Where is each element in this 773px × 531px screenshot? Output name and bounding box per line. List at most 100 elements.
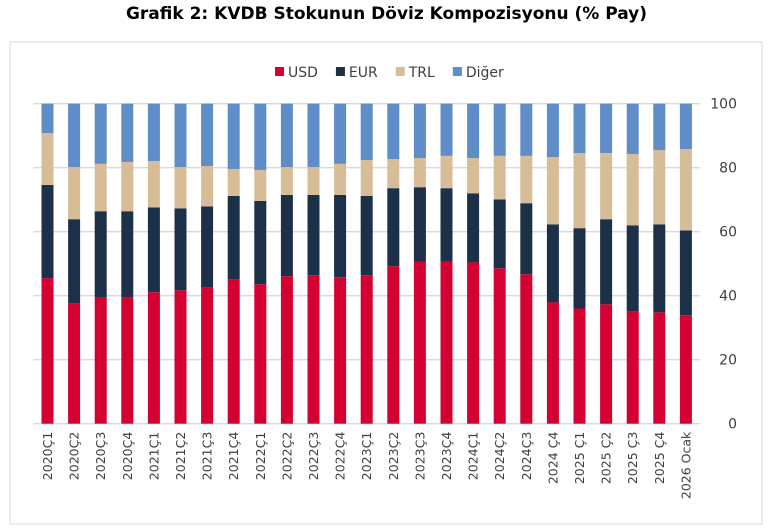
bar-segment-trl — [201, 166, 214, 207]
bar-segment-diğer — [307, 103, 320, 168]
bar-segment-eur — [600, 219, 613, 305]
bar-segment-diğer — [68, 103, 81, 168]
x-tick-label: 2020Ç4 — [120, 432, 135, 481]
legend-label: TRL — [408, 65, 435, 81]
bar-segment-eur — [227, 195, 240, 280]
bar-segment-trl — [493, 155, 506, 200]
bar-segment-usd — [227, 279, 240, 424]
x-tick-label: 2023Ç1 — [359, 432, 374, 481]
bar-segment-diğer — [679, 103, 692, 150]
legend-label: USD — [288, 65, 318, 81]
bar-segment-trl — [546, 157, 559, 225]
bar-segment-eur — [147, 207, 160, 293]
x-tick-label: 2022Ç3 — [306, 432, 321, 481]
bar-segment-usd — [94, 296, 107, 424]
y-tick-label: 20 — [719, 353, 737, 369]
bar-segment-diğer — [174, 103, 187, 168]
bar-segment-diğer — [334, 103, 347, 164]
bar-segment-usd — [307, 275, 320, 424]
bar-segment-diğer — [360, 103, 373, 161]
x-tick-label: 2026 Ocak — [678, 431, 693, 499]
bar-segment-trl — [41, 133, 54, 185]
bar-segment-usd — [174, 290, 187, 424]
bar-segment-trl — [679, 149, 692, 231]
bar-segment-trl — [307, 167, 320, 195]
bar-segment-eur — [626, 225, 639, 312]
x-tick-label: 2025 Ç4 — [652, 432, 667, 485]
bar-segment-trl — [467, 158, 480, 194]
y-tick-label: 100 — [710, 97, 737, 113]
y-tick-label: 80 — [719, 161, 737, 177]
legend-swatch-trl — [395, 67, 405, 76]
x-tick-label: 2024 Ç4 — [545, 432, 560, 485]
bar-segment-eur — [387, 188, 400, 267]
bar-segment-diğer — [440, 103, 453, 156]
x-tick-label: 2020Ç3 — [93, 432, 108, 481]
bar-segment-eur — [467, 193, 480, 263]
bar-segment-diğer — [626, 103, 639, 154]
bar-segment-diğer — [467, 103, 480, 159]
bar-segment-usd — [679, 315, 692, 424]
bar-segment-diğer — [546, 103, 559, 158]
bar-segment-usd — [626, 311, 639, 424]
bar-segment-trl — [94, 163, 107, 212]
bar-segment-eur — [254, 200, 267, 285]
bar-segment-usd — [68, 303, 81, 424]
bar-segment-usd — [121, 296, 134, 424]
bar-segment-trl — [413, 158, 426, 188]
bar-segment-usd — [520, 274, 533, 424]
x-tick-label: 2021Ç4 — [226, 432, 241, 481]
bar-segment-diğer — [201, 103, 214, 167]
legend-swatch-eur — [335, 67, 345, 76]
bar-segment-trl — [254, 169, 267, 201]
legend-label: Diğer — [466, 65, 504, 81]
bar-segment-diğer — [280, 103, 293, 168]
bar-segment-trl — [387, 159, 400, 189]
bar-segment-diğer — [41, 103, 54, 134]
bar-segment-eur — [121, 211, 134, 297]
bar-segment-usd — [546, 302, 559, 424]
bar-segment-diğer — [653, 103, 666, 151]
bar-segment-eur — [493, 199, 506, 269]
plot-border — [9, 41, 763, 525]
x-tick-label: 2021Ç2 — [173, 432, 188, 481]
bar-segment-usd — [360, 275, 373, 424]
bar-segment-usd — [280, 276, 293, 424]
bar-segment-trl — [121, 161, 134, 212]
legend-swatch-usd — [275, 67, 284, 76]
bar-segment-eur — [653, 224, 666, 313]
bar-segment-usd — [147, 292, 160, 424]
x-tick-label: 2023Ç4 — [439, 432, 454, 481]
x-tick-label: 2025 Ç1 — [572, 432, 587, 484]
x-tick-label: 2025 Ç2 — [599, 432, 614, 484]
bar-segment-eur — [280, 194, 293, 277]
bar-segment-usd — [440, 261, 453, 424]
x-tick-label: 2021Ç1 — [146, 432, 161, 481]
bar-segment-eur — [440, 188, 453, 262]
bar-segment-usd — [493, 268, 506, 424]
bar-segment-trl — [626, 153, 639, 226]
bar-segment-diğer — [573, 103, 586, 153]
y-tick-label: 40 — [719, 289, 737, 305]
bar-segment-trl — [227, 168, 240, 196]
x-tick-label: 2024Ç3 — [519, 432, 534, 481]
bar-segment-eur — [546, 224, 559, 303]
bar-segment-usd — [467, 262, 480, 424]
x-tick-label: 2023Ç3 — [412, 432, 427, 481]
bar-segment-eur — [94, 211, 107, 297]
x-tick-label: 2022Ç2 — [279, 432, 294, 481]
bar-segment-diğer — [254, 103, 267, 170]
y-tick-label: 60 — [719, 225, 737, 241]
bar-segment-eur — [573, 228, 586, 309]
x-tick-label: 2024Ç2 — [492, 432, 507, 481]
bar-segment-usd — [653, 312, 666, 424]
bar-segment-trl — [360, 160, 373, 196]
bar-segment-usd — [201, 287, 214, 424]
bar-segment-trl — [573, 152, 586, 229]
bar-segment-trl — [334, 163, 347, 195]
bar-segment-diğer — [387, 103, 400, 160]
x-tick-label: 2022Ç1 — [253, 432, 268, 481]
bar-segment-diğer — [121, 103, 134, 162]
